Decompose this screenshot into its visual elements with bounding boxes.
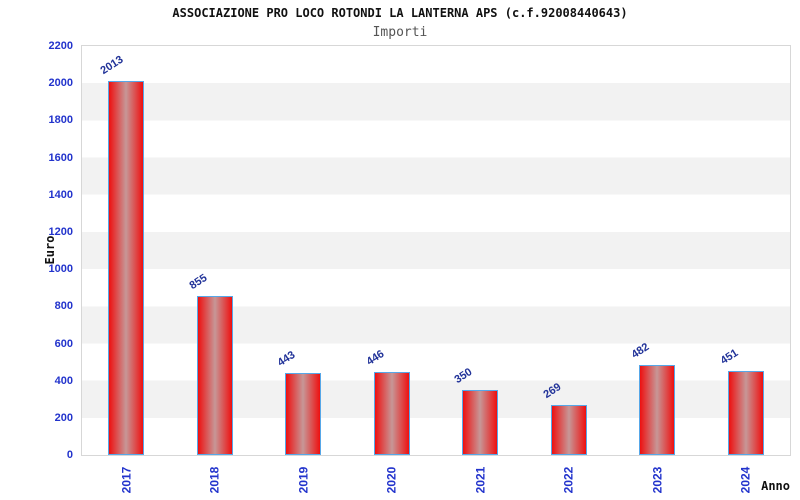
y-tick-label: 1800: [48, 114, 73, 127]
x-tick-2020: 2020: [372, 460, 412, 500]
y-tick-label: 400: [54, 374, 73, 387]
x-tick-2021: 2021: [460, 460, 500, 500]
bar-2022: [550, 405, 587, 455]
bar-value-label: 446: [364, 348, 387, 369]
x-tick-2017: 2017: [106, 460, 146, 500]
y-tick-label: 1000: [48, 263, 73, 276]
y-tick-label: 600: [54, 337, 73, 350]
bar-value-label: 451: [718, 347, 741, 368]
bar-2018: [196, 296, 233, 455]
bar-2023: [639, 365, 676, 455]
chart-title: ASSOCIAZIONE PRO LOCO ROTONDI LA LANTERN…: [172, 6, 628, 20]
bar-value-label: 269: [541, 380, 564, 401]
x-tick-2019: 2019: [283, 460, 323, 500]
y-tick-label: 1600: [48, 151, 73, 164]
bar-value-label: 855: [187, 271, 210, 292]
bar-2024: [727, 371, 764, 455]
x-tick-label: 2023: [650, 466, 665, 494]
bar-value-label: 350: [452, 365, 475, 386]
bar-value-label: 482: [629, 341, 652, 362]
x-tick-label: 2020: [384, 466, 399, 494]
bar-value-label: 2013: [98, 53, 126, 77]
bar-2021: [462, 389, 499, 455]
x-axis-label: Anno: [761, 479, 790, 493]
y-tick-label: 2200: [48, 40, 73, 52]
x-tick-label: 2018: [207, 466, 222, 494]
bar-2017: [108, 80, 145, 455]
y-tick-label: 200: [54, 411, 73, 424]
bar-2020: [373, 372, 410, 455]
plot-area: 2013 855 443 446 350 269 482 451: [81, 45, 791, 456]
x-tick-label: 2024: [738, 466, 753, 494]
y-tick-label: 800: [54, 300, 73, 313]
x-tick-2022: 2022: [549, 460, 589, 500]
y-tick-label: 1400: [48, 188, 73, 201]
x-tick-label: 2017: [119, 466, 134, 494]
y-tick-label: 2000: [48, 77, 73, 90]
x-tick-label: 2021: [473, 466, 488, 494]
x-tick-label: 2019: [296, 466, 311, 494]
y-tick-label: 1200: [48, 225, 73, 238]
x-tick-2023: 2023: [637, 460, 677, 500]
y-tick-label: 0: [66, 449, 73, 461]
bar-value-label: 443: [275, 348, 298, 369]
x-tick-label: 2022: [561, 466, 576, 494]
x-tick-2018: 2018: [195, 460, 235, 500]
x-tick-2024: 2024: [726, 460, 766, 500]
bar-2019: [285, 372, 322, 455]
chart-subtitle: Importi: [372, 25, 428, 40]
